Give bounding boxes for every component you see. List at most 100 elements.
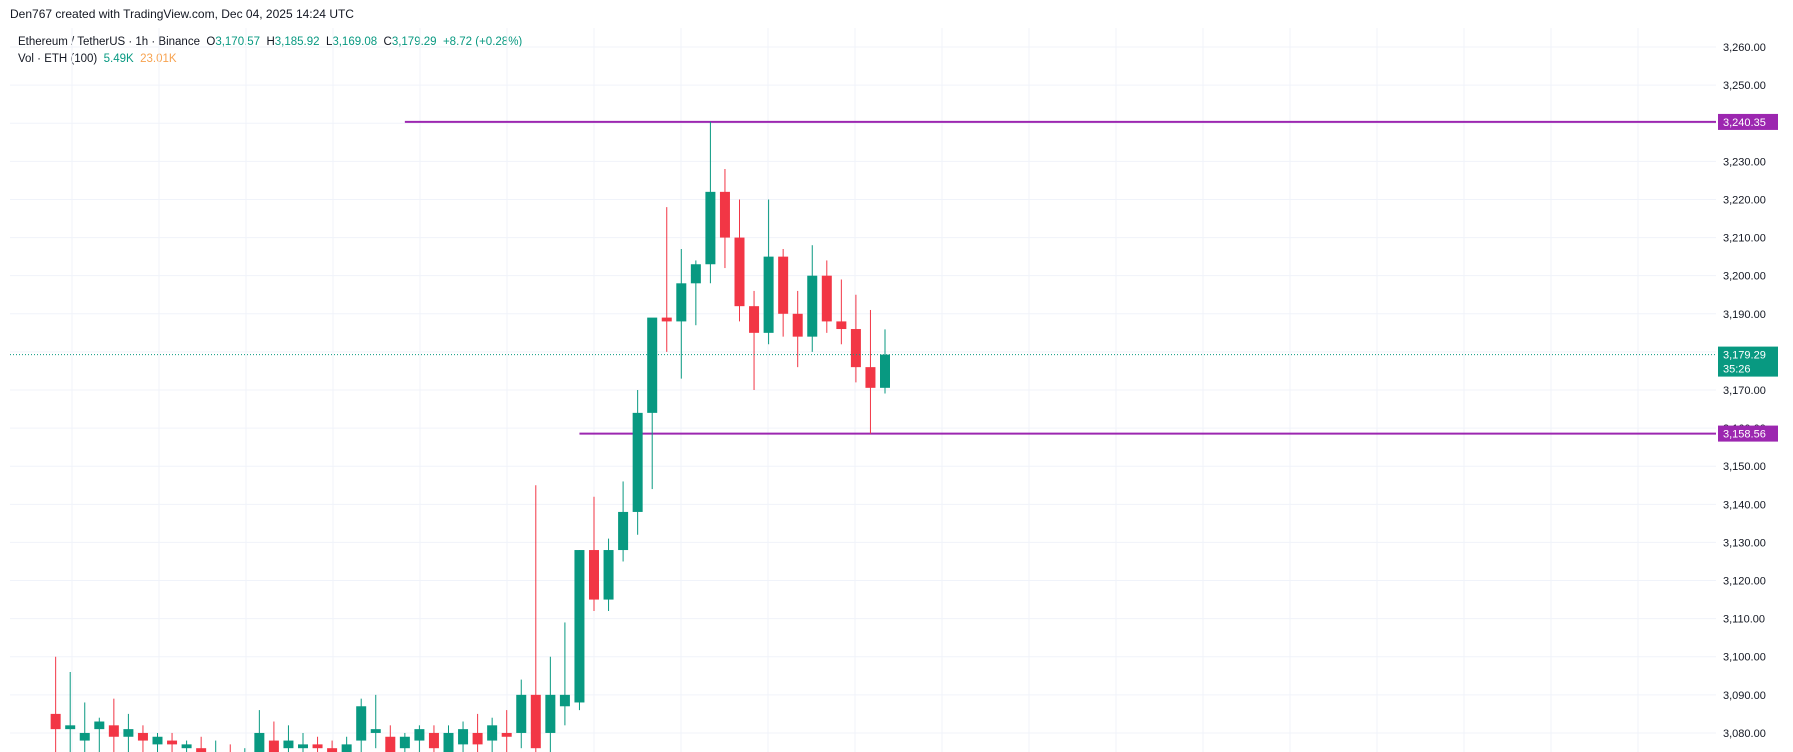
candle-body: [356, 706, 367, 741]
candle-body: [749, 306, 760, 333]
candle-body: [254, 732, 265, 752]
candle-body: [807, 275, 818, 337]
support-price-badge: [1718, 425, 1778, 442]
price-tick-label: 3,200.00: [1723, 271, 1766, 283]
candle-body: [501, 732, 512, 737]
price-axis-labels: 3,240.35 3,158.56 3,179.29 35:26: [1718, 113, 1778, 442]
candles-layer: [50, 121, 890, 752]
volume-ma-value: 23.01K: [140, 53, 177, 65]
candle-body: [298, 744, 308, 749]
symbol-label[interactable]: Ethereum / TetherUS · 1h · Binance: [18, 36, 200, 48]
price-tick-label: 3,130.00: [1723, 537, 1766, 549]
low-label: L: [325, 36, 333, 48]
candle-body: [763, 256, 774, 333]
price-tick-label: 3,120.00: [1723, 576, 1766, 588]
candle-body: [719, 191, 730, 238]
open-value: 3,170.57: [215, 36, 261, 48]
volume-value: 5.49K: [103, 53, 134, 65]
candle-body: [327, 748, 338, 752]
change-value: +8.72 (+0.28%): [442, 36, 523, 48]
candle-body: [399, 736, 410, 749]
candle-body: [414, 729, 425, 741]
candle-body: [559, 694, 570, 707]
candle-body: [792, 313, 803, 337]
volume-label[interactable]: Vol · ETH (100): [18, 53, 98, 65]
volume-row: Vol · ETH (100) 5.49K 23.01K: [18, 51, 522, 68]
close-label: C: [383, 36, 392, 48]
candle-body: [778, 256, 789, 314]
close-value: 3,179.29: [391, 36, 437, 48]
candle-body: [574, 550, 585, 703]
candle-body: [880, 354, 890, 388]
candle-body: [108, 725, 119, 737]
chart-legend: Ethereum / TetherUS · 1h · Binance O3,17…: [18, 34, 522, 68]
candle-body: [472, 732, 483, 745]
candle-body: [836, 321, 847, 330]
current-price-label: 3,179.29: [1723, 350, 1766, 362]
candle-body: [690, 264, 701, 284]
level-lines: [404, 120, 1716, 435]
candle-body: [341, 744, 352, 752]
high-value: 3,185.92: [274, 36, 320, 48]
candle-body: [152, 736, 163, 745]
price-tick-label: 3,100.00: [1723, 652, 1766, 664]
candle-body: [443, 732, 454, 752]
candle-body: [661, 317, 672, 322]
price-tick-label: 3,230.00: [1723, 156, 1766, 168]
candle-body: [137, 732, 148, 741]
price-tick-label: 3,170.00: [1723, 385, 1766, 397]
candle-body: [312, 744, 323, 749]
current-price-badge: [1718, 346, 1778, 377]
candle-body: [865, 367, 876, 388]
candle-body: [123, 729, 134, 737]
price-tick-label: 3,150.00: [1723, 461, 1766, 473]
candle-body: [821, 275, 832, 322]
candle-body: [268, 740, 279, 752]
resistance-price-label: 3,240.35: [1723, 117, 1766, 129]
candle-body: [50, 713, 61, 730]
ohlc-row: Ethereum / TetherUS · 1h · Binance O3,17…: [18, 34, 522, 51]
chart-grid: [10, 28, 1716, 752]
candle-body: [850, 329, 861, 368]
support-price-label: 3,158.56: [1723, 429, 1766, 441]
candle-body: [428, 732, 439, 749]
candle-body: [458, 729, 469, 745]
candle-body: [370, 729, 381, 733]
attribution-text: Den767 created with TradingView.com, Dec…: [10, 7, 354, 21]
price-tick-label: 3,220.00: [1723, 194, 1766, 206]
candle-body: [181, 744, 192, 749]
candle-body: [632, 412, 643, 512]
candle-body: [79, 732, 90, 741]
price-tick-label: 3,110.00: [1723, 614, 1765, 626]
candle-body: [705, 191, 716, 265]
candle-body: [516, 694, 527, 733]
candle-body: [487, 725, 498, 741]
candle-body: [603, 550, 614, 600]
candle-body: [545, 694, 556, 733]
countdown-label: 35:26: [1723, 364, 1751, 376]
low-value: 3,169.08: [332, 36, 378, 48]
price-tick-label: 3,260.00: [1723, 42, 1766, 54]
high-label: H: [266, 36, 275, 48]
candle-body: [647, 317, 658, 413]
candle-body: [167, 740, 178, 745]
price-tick-label: 3,190.00: [1723, 309, 1766, 321]
candle-body: [196, 748, 207, 752]
open-label: O: [206, 36, 216, 48]
candle-body: [589, 550, 599, 600]
candle-body: [283, 740, 294, 749]
price-tick-label: 3,140.00: [1723, 499, 1766, 511]
price-tick-label: 3,090.00: [1723, 690, 1766, 702]
candle-body: [94, 721, 105, 730]
candle-body: [676, 283, 687, 322]
candle-body: [65, 725, 76, 730]
resistance-price-badge: [1718, 113, 1778, 130]
price-tick-label: 3,080.00: [1723, 728, 1766, 740]
candle-body: [385, 736, 396, 752]
price-tick-label: 3,250.00: [1723, 80, 1766, 92]
price-tick-label: 3,210.00: [1723, 233, 1766, 245]
candle-body: [618, 511, 629, 551]
candle-body: [734, 237, 745, 307]
candle-body: [530, 694, 541, 749]
